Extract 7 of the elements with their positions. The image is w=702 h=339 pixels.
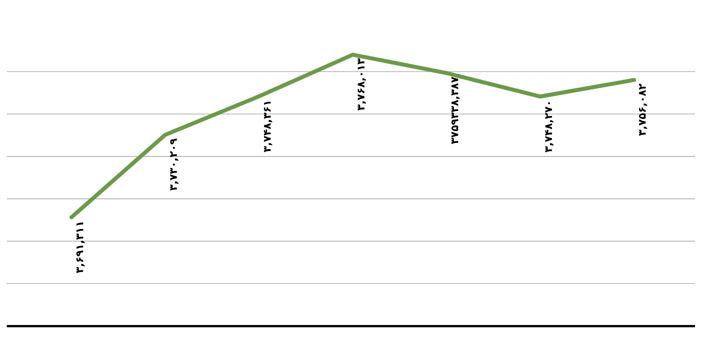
data-label: ۳,۷۳۰,۲۰۹ xyxy=(170,138,178,191)
data-label: ۳,۷۵۶,۰۸۲ xyxy=(638,84,648,136)
data-label: ۳,۷۴۸,۲۷۰ xyxy=(545,102,554,152)
data-label: ۳,۶۹۱,۳۱۱ xyxy=(76,222,85,274)
data-label: ۳,۷۶۸,۰۱۳ xyxy=(358,58,366,111)
data-label: ۳,۷۴۸,۳۶۱ xyxy=(264,102,272,152)
data-label: ۳۷۵۹۳۳۸,۳۸۷ xyxy=(451,76,460,144)
